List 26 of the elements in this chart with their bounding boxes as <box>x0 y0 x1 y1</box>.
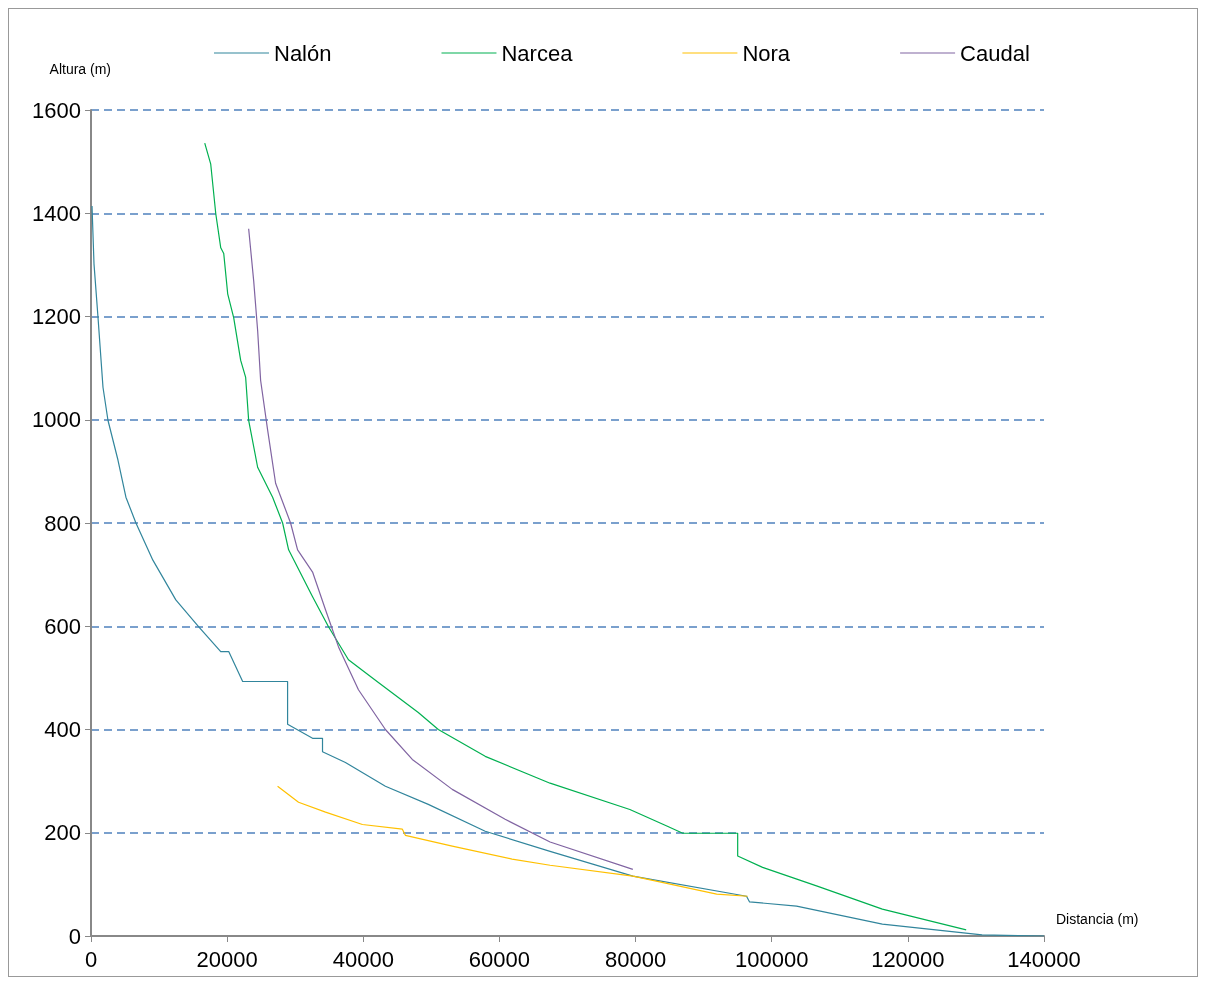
x-tick-label: 0 <box>84 946 98 972</box>
y-tick-label: 600 <box>44 613 81 639</box>
x-tick-label: 40000 <box>332 946 394 972</box>
x-axis-title: Distancia (m) <box>1056 911 1139 927</box>
y-tick-label: 1400 <box>32 200 81 226</box>
y-tick-label: 200 <box>44 820 81 846</box>
line-series <box>276 785 749 897</box>
y-tick-label: 1600 <box>32 97 81 123</box>
line-series <box>248 228 634 870</box>
y-tick-label: 400 <box>44 717 81 742</box>
legend-label: Caudal <box>960 40 1030 66</box>
legend-label: Nalón <box>274 40 332 66</box>
x-tick-label: 140000 <box>1007 946 1081 972</box>
y-tick-label: 1000 <box>32 407 81 433</box>
y-axis-title: Altura (m) <box>49 61 111 77</box>
y-tick-label: 1200 <box>32 304 81 329</box>
legend-label: Nora <box>742 40 791 66</box>
line-series <box>204 142 967 931</box>
x-tick-label: 80000 <box>604 946 667 972</box>
x-tick-label: 60000 <box>468 946 531 972</box>
x-tick-label: 20000 <box>196 946 258 972</box>
y-tick-label: 0 <box>68 923 81 949</box>
y-tick-label: 800 <box>44 510 81 536</box>
x-tick-label: 120000 <box>871 946 945 972</box>
x-tick-label: 100000 <box>735 946 809 972</box>
legend-label: Narcea <box>501 40 574 66</box>
